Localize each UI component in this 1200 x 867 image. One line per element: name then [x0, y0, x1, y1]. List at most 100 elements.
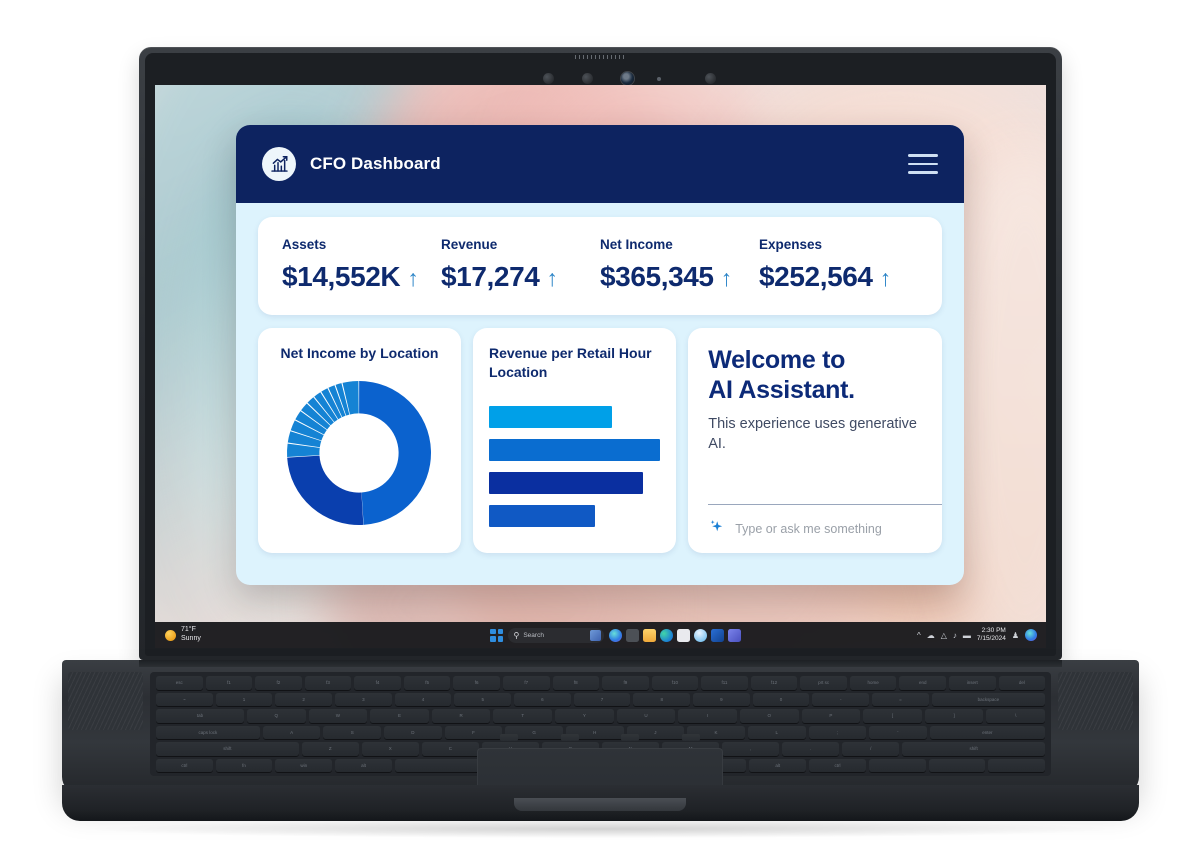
edge-secondary-icon[interactable] — [694, 628, 708, 642]
bar[interactable] — [488, 405, 613, 428]
copilot-icon[interactable] — [1025, 629, 1037, 641]
keyboard-key[interactable]: ; — [808, 725, 867, 739]
keyboard-key[interactable]: f8 — [552, 676, 600, 690]
keyboard-key[interactable]: del — [998, 676, 1046, 690]
keyboard-key[interactable]: R — [431, 709, 491, 723]
keyboard-key[interactable]: ' — [869, 725, 927, 739]
keyboard-key[interactable]: 8 — [633, 692, 691, 706]
keyboard-key[interactable]: Z — [301, 742, 359, 756]
hamburger-menu-icon[interactable] — [908, 154, 938, 174]
keyboard-key[interactable]: = — [872, 692, 929, 706]
bell-icon[interactable]: ♟ — [1011, 630, 1019, 640]
keyboard-key[interactable]: C — [421, 742, 479, 756]
donut-slice[interactable] — [295, 411, 328, 435]
keyboard-key[interactable]: P — [801, 709, 861, 723]
keyboard-key[interactable]: home — [849, 676, 897, 690]
keyboard-key[interactable]: f3 — [304, 676, 352, 690]
microsoft-store-icon[interactable] — [677, 628, 691, 642]
keyboard-key[interactable]: backspace — [931, 692, 1046, 706]
keyboard-key[interactable]: \ — [986, 709, 1046, 723]
keyboard-key[interactable]: W — [308, 709, 368, 723]
clock[interactable]: 2:30 PM 7/15/2024 — [977, 627, 1006, 644]
keyboard-key[interactable]: alt — [749, 758, 807, 772]
keyboard-key[interactable]: H — [565, 725, 624, 739]
donut-slice[interactable] — [301, 403, 331, 430]
keyboard-key[interactable]: end — [899, 676, 946, 690]
keyboard-key[interactable]: 5 — [454, 692, 512, 706]
keyboard-key[interactable] — [868, 758, 926, 772]
bar[interactable] — [488, 504, 596, 527]
keyboard-key[interactable]: f7 — [502, 676, 550, 690]
keyboard-key[interactable]: ~ — [156, 692, 213, 706]
keyboard-key[interactable]: 7 — [573, 692, 631, 706]
keyboard-key[interactable]: shift — [156, 742, 299, 756]
keyboard-key[interactable]: F — [444, 725, 503, 739]
donut-slice[interactable] — [291, 420, 325, 441]
keyboard-key[interactable]: K — [687, 725, 745, 739]
keyboard-key[interactable]: insert — [949, 676, 996, 690]
keyboard-key[interactable]: shift — [902, 742, 1045, 756]
keyboard-key[interactable]: I — [678, 709, 737, 723]
bar[interactable] — [488, 471, 644, 494]
ai-input-placeholder[interactable]: Type or ask me something — [735, 521, 882, 536]
keyboard-key[interactable]: , — [722, 742, 780, 756]
keyboard-key[interactable]: - — [812, 692, 870, 706]
keyboard-key[interactable]: 6 — [514, 692, 571, 706]
keyboard-key[interactable]: G — [505, 725, 563, 739]
edge-icon[interactable] — [660, 628, 674, 642]
keyboard-key[interactable]: win — [275, 758, 333, 772]
teams-icon[interactable] — [728, 628, 742, 642]
keyboard-key[interactable]: 4 — [394, 692, 452, 706]
keyboard-key[interactable]: 1 — [215, 692, 273, 706]
keyboard-key[interactable]: ] — [924, 709, 984, 723]
keyboard-key[interactable]: tab — [156, 709, 244, 723]
keyboard-key[interactable]: T — [493, 709, 553, 723]
keyboard-key[interactable]: S — [323, 725, 382, 739]
donut-slice[interactable] — [359, 380, 432, 525]
keyboard-key[interactable]: ctrl — [809, 758, 866, 772]
keyboard-key[interactable]: alt — [335, 758, 392, 772]
bar-chart[interactable] — [488, 405, 661, 527]
donut-slice[interactable] — [336, 383, 350, 416]
keyboard-key[interactable]: [ — [863, 709, 922, 723]
chevron-up-icon[interactable]: ^ — [916, 630, 921, 640]
revenue-per-retail-hour-card[interactable]: Revenue per Retail Hour Location — [472, 328, 677, 553]
keyboard-key[interactable]: X — [361, 742, 419, 756]
donut-slice[interactable] — [314, 392, 339, 422]
keyboard-key[interactable]: f5 — [403, 676, 451, 690]
keyboard-key[interactable]: fn — [215, 758, 273, 772]
donut-slice[interactable] — [288, 431, 322, 448]
keyboard-key[interactable]: Y — [555, 709, 614, 723]
keyboard-key[interactable]: D — [384, 725, 442, 739]
keyboard-key[interactable] — [928, 758, 986, 772]
keyboard-key[interactable]: f10 — [651, 676, 699, 690]
keyboard-key[interactable]: esc — [156, 676, 203, 690]
donut-slice[interactable] — [287, 455, 364, 525]
keyboard-key[interactable]: enter — [929, 725, 1046, 739]
weather-widget[interactable]: 71°F Sunny — [155, 626, 315, 644]
keyboard-key[interactable]: prt sc — [800, 676, 847, 690]
keyboard-key[interactable] — [988, 758, 1045, 772]
keyboard-key[interactable]: f1 — [205, 676, 253, 690]
speaker-icon[interactable]: ♪ — [952, 630, 957, 640]
task-view-icon[interactable] — [626, 628, 640, 642]
onedrive-icon[interactable]: ☁ — [926, 630, 935, 640]
wifi-icon[interactable]: △ — [940, 630, 947, 640]
keyboard-key[interactable]: f6 — [453, 676, 500, 690]
keyboard-key[interactable]: 0 — [752, 692, 810, 706]
keyboard-key[interactable]: L — [747, 725, 806, 739]
net-income-by-location-card[interactable]: Net Income by Location — [258, 328, 461, 553]
keyboard-key[interactable]: / — [842, 742, 900, 756]
donut-slice[interactable] — [328, 385, 347, 418]
keyboard-key[interactable]: caps lock — [156, 725, 260, 739]
outlook-icon[interactable] — [711, 628, 725, 642]
ai-prompt-input[interactable]: Type or ask me something — [708, 505, 922, 553]
windows-start-icon[interactable] — [490, 628, 504, 642]
bar[interactable] — [488, 438, 661, 461]
battery-icon[interactable]: ▬ — [962, 630, 971, 640]
keyboard-key[interactable]: . — [782, 742, 840, 756]
donut-slice[interactable] — [287, 443, 321, 457]
keyboard-key[interactable]: 9 — [693, 692, 750, 706]
keyboard-key[interactable]: f11 — [701, 676, 748, 690]
keyboard-key[interactable]: f4 — [354, 676, 401, 690]
